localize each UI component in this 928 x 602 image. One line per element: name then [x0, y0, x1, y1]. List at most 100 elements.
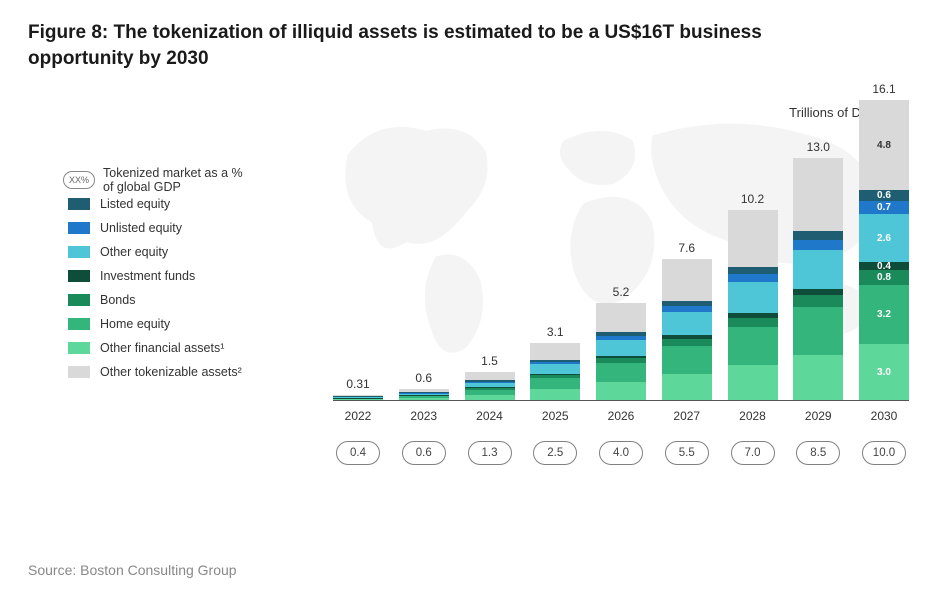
bar-segment	[596, 363, 646, 382]
bar-segment	[662, 301, 712, 306]
bar-column: 13.0	[793, 140, 843, 400]
bar-segment	[662, 339, 712, 346]
bar-stack	[333, 395, 383, 401]
gdp-bubble: 7.0	[731, 441, 775, 465]
bar-segment	[333, 395, 383, 396]
bar-segment	[465, 380, 515, 381]
bar-segment	[728, 365, 778, 400]
legend-swatch	[68, 270, 90, 282]
source-line: Source: Boston Consulting Group	[28, 562, 237, 578]
legend-bubble-row: XX% Tokenized market as a % of global GD…	[68, 171, 243, 189]
bar-segment	[662, 306, 712, 312]
main-area: XX% Tokenized market as a % of global GD…	[28, 101, 900, 481]
legend-swatch	[68, 318, 90, 330]
legend-label: Listed equity	[100, 197, 170, 211]
bar-segment	[728, 267, 778, 274]
legend-label: Bonds	[100, 293, 135, 307]
segment-value-label: 0.8	[877, 272, 891, 283]
bar-column: 16.13.03.20.80.42.60.70.64.8	[859, 82, 909, 400]
bar-segment	[596, 382, 646, 400]
segment-value-label: 3.2	[877, 309, 891, 320]
bar-total-label: 10.2	[741, 192, 764, 206]
bar-total-label: 5.2	[613, 285, 630, 299]
bar-total-label: 0.6	[415, 371, 432, 385]
legend-label: Other equity	[100, 245, 168, 259]
bar-segment	[399, 396, 449, 398]
bar-total-label: 16.1	[872, 82, 895, 96]
gdp-bubble: 10.0	[862, 441, 906, 465]
bar-stack	[399, 389, 449, 400]
bar-column: 0.6	[399, 371, 449, 400]
bar-segment	[465, 383, 515, 387]
stacked-bar-chart: 0.310.61.53.15.27.610.213.016.13.03.20.8…	[333, 101, 909, 481]
bar-segment	[596, 340, 646, 356]
bar-stack: 3.03.20.80.42.60.70.64.8	[859, 100, 909, 400]
gdp-bubble: 0.4	[336, 441, 380, 465]
bar-column: 7.6	[662, 241, 712, 401]
bar-column: 10.2	[728, 192, 778, 400]
bar-column: 5.2	[596, 285, 646, 400]
bar-segment: 0.4	[859, 262, 909, 269]
bar-segment	[596, 336, 646, 340]
bar-segment	[793, 250, 843, 289]
legend-swatch	[68, 366, 90, 378]
bar-segment	[728, 274, 778, 282]
legend-swatch	[68, 246, 90, 258]
bar-segment	[530, 360, 580, 362]
gdp-bubble: 5.5	[665, 441, 709, 465]
bar-stack	[793, 158, 843, 400]
segment-value-label: 0.6	[877, 190, 891, 201]
bar-column: 0.31	[333, 377, 383, 401]
bar-segment	[662, 335, 712, 339]
legend-label: Other financial assets¹	[100, 341, 224, 355]
segment-value-label: 2.6	[877, 233, 891, 244]
bar-column: 1.5	[465, 354, 515, 400]
year-label: 2024	[465, 409, 515, 423]
bar-segment: 3.0	[859, 344, 909, 400]
year-label: 2023	[399, 409, 449, 423]
legend-swatch	[68, 342, 90, 354]
bar-segment	[793, 231, 843, 240]
bar-segment	[728, 210, 778, 267]
bar-segment	[662, 312, 712, 335]
legend-label: Unlisted equity	[100, 221, 182, 235]
bar-total-label: 3.1	[547, 325, 564, 339]
year-label: 2027	[662, 409, 712, 423]
gdp-bubble: 8.5	[796, 441, 840, 465]
bar-segment	[465, 372, 515, 380]
bar-segment	[596, 358, 646, 363]
bar-segment	[399, 398, 449, 400]
legend-item: Other financial assets¹	[68, 339, 243, 357]
bar-segment	[465, 390, 515, 396]
legend-bubble-label: Tokenized market as a % of global GDP	[103, 166, 243, 195]
bar-segment: 2.6	[859, 214, 909, 262]
gdp-bubble: 2.5	[533, 441, 577, 465]
bars-area: 0.310.61.53.15.27.610.213.016.13.03.20.8…	[333, 101, 909, 401]
bar-segment	[662, 374, 712, 400]
bar-segment	[530, 343, 580, 360]
bar-segment	[793, 295, 843, 307]
legend-label: Home equity	[100, 317, 170, 331]
bar-stack	[662, 259, 712, 401]
legend-swatch	[68, 222, 90, 234]
years-row: 202220232024202520262027202820292030	[333, 409, 909, 423]
legend-item: Home equity	[68, 315, 243, 333]
bar-segment	[530, 389, 580, 400]
bar-segment	[465, 395, 515, 400]
gdp-bubble: 0.6	[402, 441, 446, 465]
bubble-swatch: XX%	[63, 171, 95, 189]
bar-segment	[399, 393, 449, 395]
bar-segment	[530, 378, 580, 390]
legend-item: Listed equity	[68, 195, 243, 213]
legend-item: Other equity	[68, 243, 243, 261]
bar-segment	[793, 289, 843, 295]
year-label: 2022	[333, 409, 383, 423]
bar-stack	[465, 372, 515, 400]
legend-item: Other tokenizable assets²	[68, 363, 243, 381]
bar-segment	[793, 355, 843, 400]
year-label: 2030	[859, 409, 909, 423]
bar-segment	[793, 240, 843, 250]
gdp-bubble: 1.3	[468, 441, 512, 465]
bar-total-label: 7.6	[678, 241, 695, 255]
bar-segment	[662, 346, 712, 374]
